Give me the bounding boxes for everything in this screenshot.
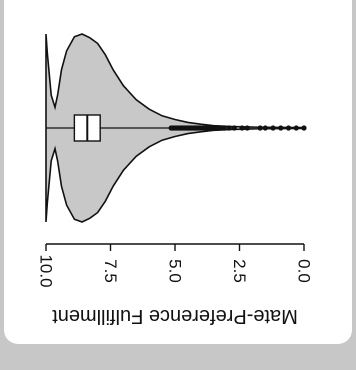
outlier-point bbox=[218, 125, 225, 131]
axis-tick-label: 7.5 bbox=[101, 259, 120, 283]
outlier-point bbox=[168, 125, 174, 131]
outlier-point bbox=[239, 125, 245, 131]
axis-tick-label: 5.0 bbox=[166, 259, 185, 283]
axis-tick-label: 10.0 bbox=[37, 254, 56, 287]
outlier-point bbox=[301, 125, 307, 131]
outlier-point bbox=[285, 125, 292, 131]
axis-tick-label: 0.0 bbox=[295, 259, 314, 283]
outlier-point bbox=[226, 125, 232, 131]
outlier-point bbox=[262, 125, 268, 131]
violin-chart: 0.0 2.5 5.0 7.5 10.0 Mate-Preference Fulfill… bbox=[37, 33, 314, 327]
outlier-point bbox=[214, 125, 221, 131]
outlier-point bbox=[293, 125, 299, 131]
axis-tick-label: 2.5 bbox=[230, 259, 249, 283]
axis-label: Mate-Preference Fulfillment bbox=[52, 305, 298, 327]
outlier-point bbox=[257, 125, 263, 131]
outlier-point bbox=[231, 125, 237, 131]
outlier-point bbox=[278, 125, 284, 131]
outlier-point bbox=[244, 125, 250, 131]
outlier-point bbox=[270, 125, 276, 131]
plot-panel: 0.0 2.5 5.0 7.5 10.0 Mate-Preference Fulfill… bbox=[4, 0, 352, 344]
